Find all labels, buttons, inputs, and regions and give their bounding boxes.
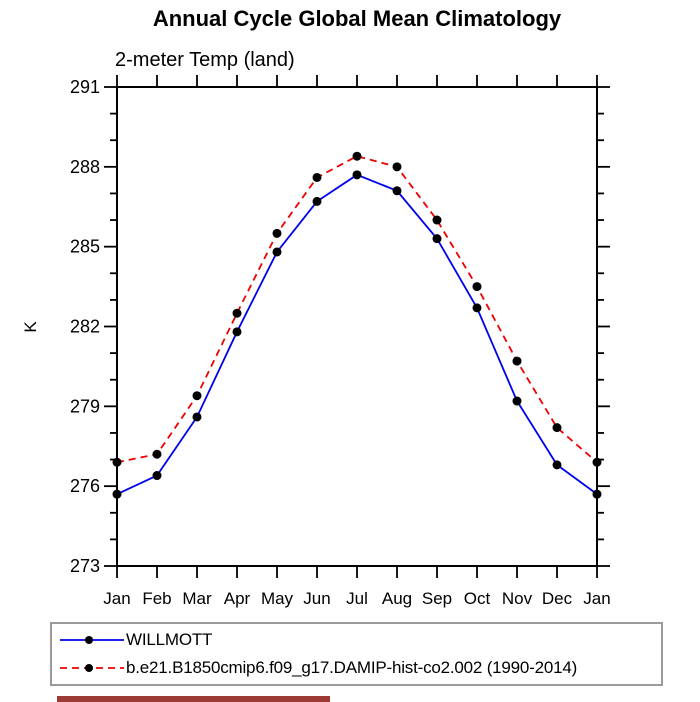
legend-item-willmott: WILLMOTT	[59, 629, 661, 651]
legend-line-sample-dashed	[60, 663, 124, 672]
y-tick-label: 288	[70, 157, 100, 177]
x-axis-labels: Jan Feb Mar Apr May Jun Jul Aug Sep Oct Nov Dec Jan	[103, 589, 610, 608]
data-point	[512, 396, 522, 406]
x-tick-label: Jan	[583, 589, 610, 608]
data-point	[152, 449, 162, 459]
legend-label-willmott: WILLMOTT	[126, 630, 213, 650]
data-point	[312, 196, 322, 206]
data-point	[232, 308, 242, 318]
chart-title: Annual Cycle Global Mean Climatology	[152, 6, 562, 31]
y-tick-label: 279	[70, 396, 100, 416]
data-point	[272, 247, 282, 257]
series-line-1	[116, 155, 598, 464]
legend-item-model: b.e21.B1850cmip6.f09_g17.DAMIP-hist-co2.…	[59, 657, 661, 679]
y-axis-labels: 273 276 279 282 285 288 291	[70, 77, 100, 576]
data-point	[472, 282, 482, 292]
y-tick-label: 273	[70, 556, 100, 576]
data-point	[192, 391, 202, 401]
x-tick-label: Sep	[422, 589, 452, 608]
x-tick-label: Oct	[464, 589, 491, 608]
data-point	[472, 303, 482, 313]
x-tick-label: Feb	[142, 589, 171, 608]
data-point	[232, 327, 242, 337]
y-axis-ticks	[104, 86, 610, 567]
data-point	[392, 186, 402, 196]
data-point	[112, 489, 122, 499]
x-tick-label: Jul	[346, 589, 368, 608]
y-tick-label: 282	[70, 317, 100, 337]
y-tick-label: 285	[70, 237, 100, 257]
data-point	[552, 423, 562, 433]
series-line-0	[116, 173, 598, 495]
chart-subtitle: 2-meter Temp (land)	[115, 49, 295, 71]
series-markers-0	[112, 170, 602, 499]
footer-bar	[57, 696, 330, 702]
data-point	[192, 412, 202, 422]
y-tick-label: 291	[70, 77, 100, 97]
data-point	[552, 460, 562, 470]
data-point	[432, 234, 442, 244]
legend-line-sample-solid	[60, 636, 124, 645]
legend-label-model: b.e21.B1850cmip6.f09_g17.DAMIP-hist-co2.…	[126, 657, 578, 677]
x-axis-ticks	[116, 75, 598, 578]
data-point	[352, 151, 362, 161]
data-point	[432, 215, 442, 225]
legend-box: WILLMOTT b.e21.B1850cmip6.f09_g17.DAMIP-…	[50, 622, 663, 686]
x-tick-label: Apr	[224, 589, 251, 608]
x-tick-label: Jan	[103, 589, 130, 608]
x-tick-label: Nov	[502, 589, 533, 608]
data-point	[152, 471, 162, 481]
x-tick-label: May	[261, 589, 294, 608]
data-point	[352, 170, 362, 180]
x-tick-label: Dec	[542, 589, 573, 608]
data-point	[312, 172, 322, 182]
annual-cycle-plot: Jan Feb Mar Apr May Jun Jul Aug Sep Oct Nov Dec Jan2…	[21, 75, 611, 608]
x-tick-label: Jun	[303, 589, 330, 608]
data-point	[512, 356, 522, 366]
y-axis-title: K	[21, 321, 40, 333]
data-point	[112, 457, 122, 467]
data-point	[392, 162, 402, 172]
series-markers-1	[112, 151, 602, 467]
data-point	[592, 457, 602, 467]
y-tick-label: 276	[70, 476, 100, 496]
x-tick-label: Mar	[182, 589, 212, 608]
data-point	[592, 489, 602, 499]
x-tick-label: Aug	[382, 589, 412, 608]
data-point	[272, 228, 282, 238]
